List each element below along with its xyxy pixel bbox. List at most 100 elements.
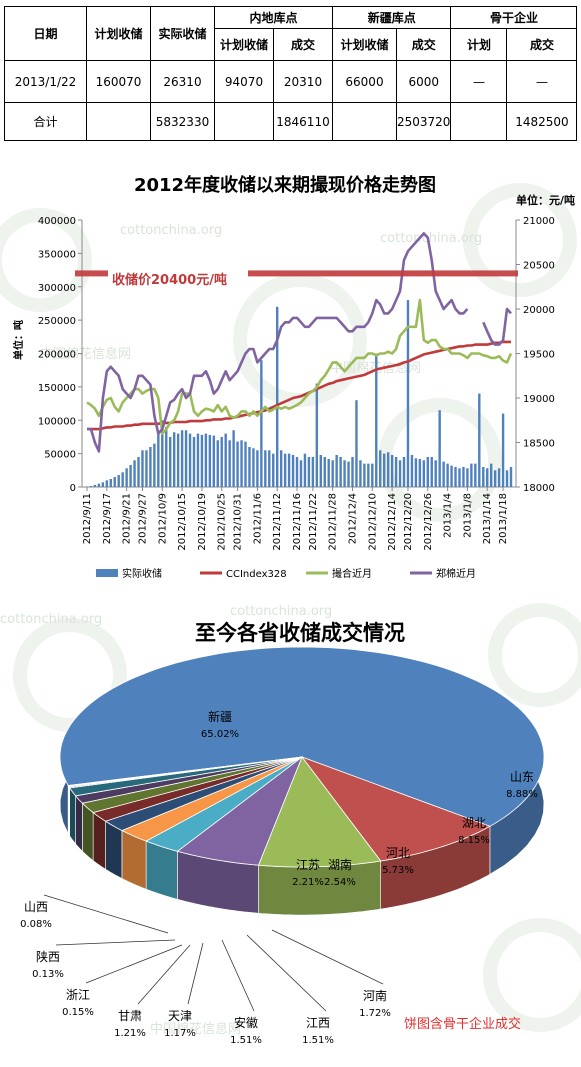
storage-bar xyxy=(248,446,251,487)
pie-slice-percent: 1.51% xyxy=(230,1035,262,1046)
storage-bar xyxy=(489,463,493,487)
cell-xj-plan xyxy=(332,102,397,141)
x-tick-label: 2012/11/22 xyxy=(308,493,319,551)
storage-bar xyxy=(426,456,429,487)
x-tick-label: 2012/12/10 xyxy=(367,493,378,551)
pie-slice-percent: 1.21% xyxy=(114,1028,146,1039)
x-tick-label: 2012/9/21 xyxy=(122,493,133,544)
pie-leader-line xyxy=(55,939,176,946)
pie-slice-label: 浙江 xyxy=(66,988,90,1002)
left-tick-label: 200000 xyxy=(38,350,76,361)
pie-slice-percent: 8.88% xyxy=(506,789,538,800)
storage-bar xyxy=(272,453,275,487)
storage-bar xyxy=(113,476,116,487)
header-xinjiang: 新疆库点 xyxy=(331,6,452,29)
pie-slice-percent: 2.54% xyxy=(324,877,356,888)
storage-bar xyxy=(482,466,485,487)
storage-bar xyxy=(450,465,453,487)
watermark-text-cn: 中国棉花信息网 xyxy=(150,1021,241,1037)
x-tick-label: 2012/11/12 xyxy=(272,493,283,551)
reference-line-bar xyxy=(75,270,518,277)
reference-line-label: 收储价20400元/吨 xyxy=(112,272,227,288)
header-inland-deal: 成交 xyxy=(273,28,333,61)
x-tick-label: 2012/10/31 xyxy=(233,493,244,551)
storage-bar xyxy=(188,433,192,487)
storage-bar xyxy=(276,306,279,487)
storage-bar xyxy=(224,433,227,487)
pie-slice-percent: 1.51% xyxy=(302,1035,334,1046)
pie-slice-side xyxy=(82,802,94,862)
left-tick-label: 100000 xyxy=(38,416,76,427)
storage-bar xyxy=(279,450,283,487)
storage-bar xyxy=(176,433,180,487)
pie-slice-label: 山西 xyxy=(24,900,48,914)
storage-bar xyxy=(339,456,342,487)
pie-slice-percent: 0.08% xyxy=(20,919,52,930)
table-row: 合计 5832330 1846110 2503720 1482500 xyxy=(4,102,578,141)
storage-bar xyxy=(133,460,136,487)
storage-bar xyxy=(117,474,120,487)
left-tick-label: 300000 xyxy=(38,283,76,294)
storage-bar xyxy=(458,468,461,487)
pie-slice-percent: 2.21% xyxy=(292,877,324,888)
x-tick-label: 2012/11/28 xyxy=(328,493,339,551)
storage-bar xyxy=(442,461,445,487)
storage-bar xyxy=(497,468,501,487)
storage-bar xyxy=(137,456,140,487)
storage-bar xyxy=(212,435,216,487)
legend-label: 郑棉近月 xyxy=(436,567,476,580)
storage-bar xyxy=(410,454,414,487)
x-tick-label: 2012/11/6 xyxy=(252,493,263,544)
storage-bar xyxy=(470,463,473,487)
storage-bar xyxy=(268,450,271,487)
storage-bar xyxy=(252,448,255,487)
pie-slice-label: 湖北 xyxy=(462,815,486,830)
x-tick-label: 2013/1/4 xyxy=(443,493,454,538)
storage-bar xyxy=(157,433,160,487)
series-line-郑棉近月 xyxy=(87,232,512,453)
pie-slice-label: 安徽 xyxy=(234,1015,258,1030)
storage-bar xyxy=(359,460,362,487)
storage-bar xyxy=(192,436,196,487)
province-pie-chart: cottonchina.org cottonchina.org 中国棉花信息网 … xyxy=(0,603,581,1046)
pie-slice-label: 天津 xyxy=(168,1009,192,1023)
storage-bar xyxy=(474,463,477,487)
x-tick-label: 2012/10/25 xyxy=(217,493,228,551)
right-tick-label: 18000 xyxy=(523,483,555,494)
cell-xj-plan: 66000 xyxy=(332,60,397,103)
pie-slice-label: 江苏 xyxy=(296,858,320,872)
storage-bar xyxy=(121,472,124,487)
cell-inland-plan: 94070 xyxy=(214,60,274,103)
pie-slice-side xyxy=(92,811,106,870)
storage-bar xyxy=(287,453,291,487)
storage-bar xyxy=(161,420,164,487)
pie-slice-side xyxy=(69,787,76,845)
price-trend-chart: cottonchina.org cottonchina.org 中国棉花信息网 … xyxy=(0,174,577,580)
storage-bar xyxy=(422,460,426,487)
watermark-text-cn: 中国棉花信息网 xyxy=(40,346,131,362)
storage-bar xyxy=(390,454,394,487)
storage-bar xyxy=(208,434,212,487)
x-tick-label: 2012/10/15 xyxy=(177,493,188,551)
cell-bb-deal: 1482500 xyxy=(506,102,578,141)
storage-bar xyxy=(169,436,172,487)
storage-bar xyxy=(509,466,513,487)
storage-summary-table: 日期 计划收储 实际收储 内地库点 新疆库点 骨干企业 计划收储 成交 计划收储… xyxy=(4,6,578,141)
pie-slice-percent: 1.17% xyxy=(164,1028,196,1039)
watermark-text: cottonchina.org xyxy=(230,604,332,619)
price-lines xyxy=(86,232,513,453)
pie-slice-label: 甘肃 xyxy=(118,1009,142,1023)
storage-bar xyxy=(311,456,315,487)
legend-swatch xyxy=(96,569,118,577)
storage-bar xyxy=(351,456,354,487)
storage-bar xyxy=(93,484,97,487)
x-tick-label: 2012/9/11 xyxy=(82,493,93,544)
pie-slice-percent: 65.02% xyxy=(201,729,239,740)
header-planned: 计划收储 xyxy=(86,6,151,61)
cell-inland-plan xyxy=(214,102,274,141)
pie-slice-label: 河南 xyxy=(363,988,387,1003)
storage-bar xyxy=(386,452,390,487)
storage-bar xyxy=(283,453,287,487)
storage-bar xyxy=(315,383,319,487)
storage-bar xyxy=(101,482,105,487)
